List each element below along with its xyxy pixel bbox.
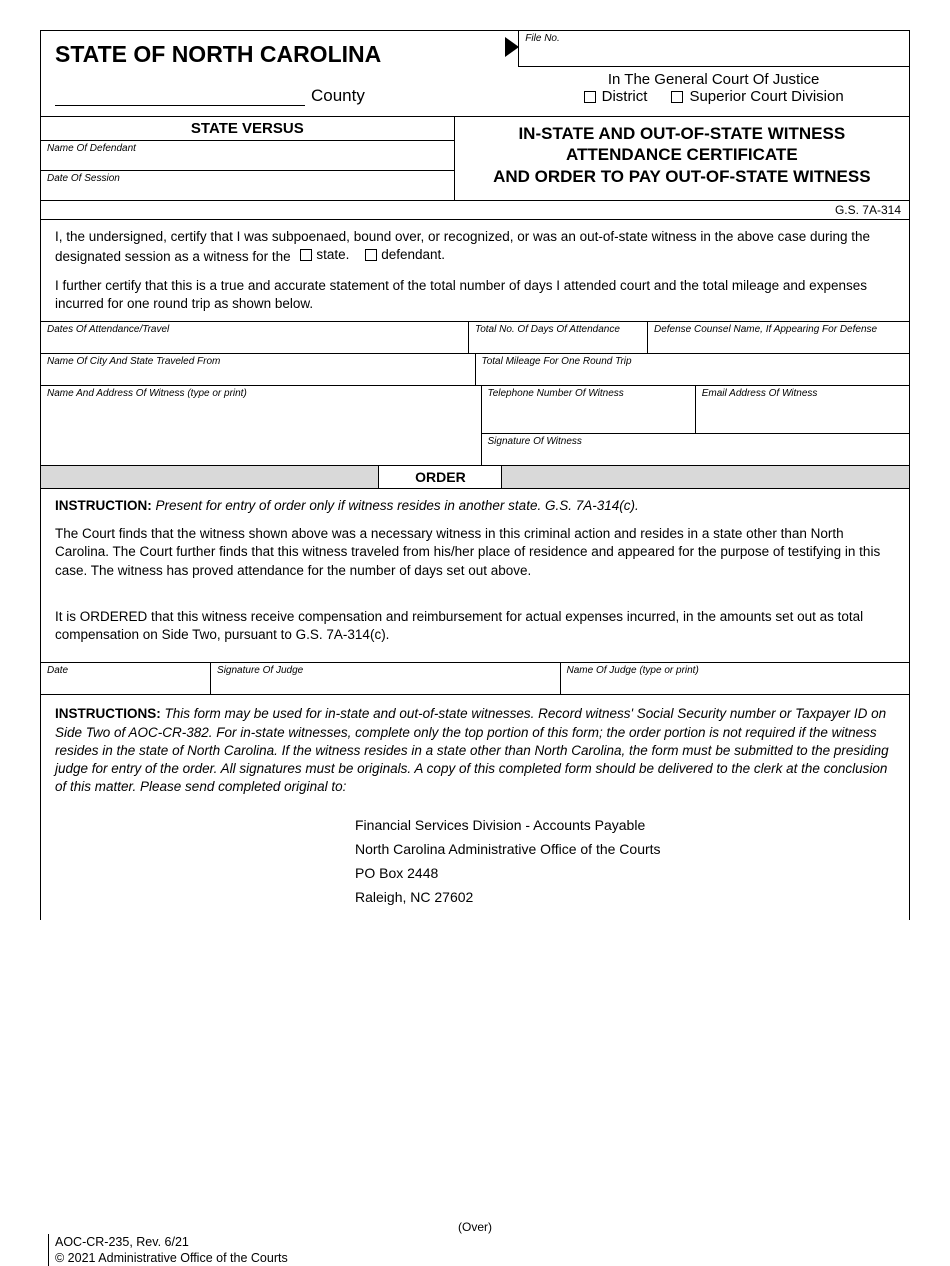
court-division-row: District Superior Court Division [584,88,844,105]
state-title: STATE OF NORTH CAROLINA [55,41,504,68]
dates-attendance-field[interactable]: Dates Of Attendance/Travel [41,322,469,353]
order-instruction: INSTRUCTION: Present for entry of order … [55,497,895,515]
witness-email-field[interactable]: Email Address Of Witness [696,386,909,433]
header-left: STATE OF NORTH CAROLINA County [41,31,518,116]
order-bar-left-shade [41,466,379,488]
form-title-line2: ATTENDANCE CERTIFICATE [465,144,899,165]
judge-name-field[interactable]: Name Of Judge (type or print) [561,663,909,694]
defendant-witness-checkbox-group: defendant. [365,246,445,264]
field-row-2: Name Of City And State Traveled From Tot… [41,354,909,386]
certification-block: I, the undersigned, certify that I was s… [41,219,909,322]
judge-signature-field[interactable]: Signature Of Judge [211,663,560,694]
form-title-column: IN-STATE AND OUT-OF-STATE WITNESS ATTEND… [454,117,909,200]
addr-line-1: Financial Services Division - Accounts P… [355,814,895,838]
mailing-address: Financial Services Division - Accounts P… [355,814,895,909]
session-date-field[interactable]: Date Of Session [41,171,454,200]
defendant-name-field[interactable]: Name Of Defendant [41,141,454,171]
instructions-block: INSTRUCTIONS: This form may be used for … [41,695,909,919]
gs-reference: G.S. 7A-314 [41,201,909,219]
witness-name-addr-field[interactable]: Name And Address Of Witness (type or pri… [41,386,482,465]
header-row: STATE OF NORTH CAROLINA County File No. … [41,31,909,117]
state-versus-heading: STATE VERSUS [41,117,454,141]
header-right: File No. In The General Court Of Justice… [518,31,909,116]
form-container: STATE OF NORTH CAROLINA County File No. … [40,30,910,920]
court-justice-line: In The General Court Of Justice [528,71,899,88]
page-footer: (Over) AOC-CR-235, Rev. 6/21 © 2021 Admi… [40,1220,910,1234]
file-no-label: File No. [525,33,559,44]
city-state-field[interactable]: Name Of City And State Traveled From [41,354,476,385]
over-indicator: (Over) [40,1220,910,1234]
field-row-1: Dates Of Attendance/Travel Total No. Of … [41,322,909,354]
defense-counsel-field[interactable]: Defense Counsel Name, If Appearing For D… [648,322,909,353]
county-input-line[interactable] [55,88,305,106]
order-finding: The Court finds that the witness shown a… [55,525,895,580]
state-witness-checkbox-group: state. [300,246,349,264]
form-title-line1: IN-STATE AND OUT-OF-STATE WITNESS [465,123,899,144]
field-row-3: Name And Address Of Witness (type or pri… [41,386,909,466]
judge-sig-row: Date Signature Of Judge Name Of Judge (t… [41,663,909,695]
district-label: District [602,88,648,105]
witness-phone-field[interactable]: Telephone Number Of Witness [482,386,696,433]
superior-checkbox[interactable] [671,91,683,103]
file-no-box[interactable]: File No. [518,31,909,67]
form-title-line3: AND ORDER TO PAY OUT-OF-STATE WITNESS [465,166,899,187]
copyright-line: © 2021 Administrative Office of the Cour… [55,1250,288,1266]
order-ordered: It is ORDERED that this witness receive … [55,608,895,644]
addr-line-3: PO Box 2448 [355,862,895,886]
addr-line-2: North Carolina Administrative Office of … [355,838,895,862]
court-justice-block: In The General Court Of Justice District… [518,67,909,113]
order-heading: ORDER [379,466,502,488]
order-heading-bar: ORDER [41,466,909,489]
cert-p1: I, the undersigned, certify that I was s… [55,228,895,267]
county-label: County [311,86,365,106]
order-body: INSTRUCTION: Present for entry of order … [41,489,909,663]
form-number-block: AOC-CR-235, Rev. 6/21 © 2021 Administrat… [48,1234,288,1266]
witness-signature-field[interactable]: Signature Of Witness [482,434,910,465]
state-versus-column: STATE VERSUS Name Of Defendant Date Of S… [41,117,454,200]
total-mileage-field[interactable]: Total Mileage For One Round Trip [476,354,910,385]
second-row: STATE VERSUS Name Of Defendant Date Of S… [41,117,909,201]
order-date-field[interactable]: Date [41,663,211,694]
state-checkbox[interactable] [300,249,312,261]
instructions-paragraph: INSTRUCTIONS: This form may be used for … [55,705,895,796]
triangle-marker-icon [505,37,519,57]
form-number: AOC-CR-235, Rev. 6/21 [55,1234,288,1250]
county-line: County [55,86,504,106]
order-bar-right-shade [502,466,909,488]
defendant-checkbox[interactable] [365,249,377,261]
total-days-field[interactable]: Total No. Of Days Of Attendance [469,322,648,353]
superior-label: Superior Court Division [689,88,843,105]
cert-p2: I further certify that this is a true an… [55,277,895,313]
addr-line-4: Raleigh, NC 27602 [355,886,895,910]
district-checkbox[interactable] [584,91,596,103]
